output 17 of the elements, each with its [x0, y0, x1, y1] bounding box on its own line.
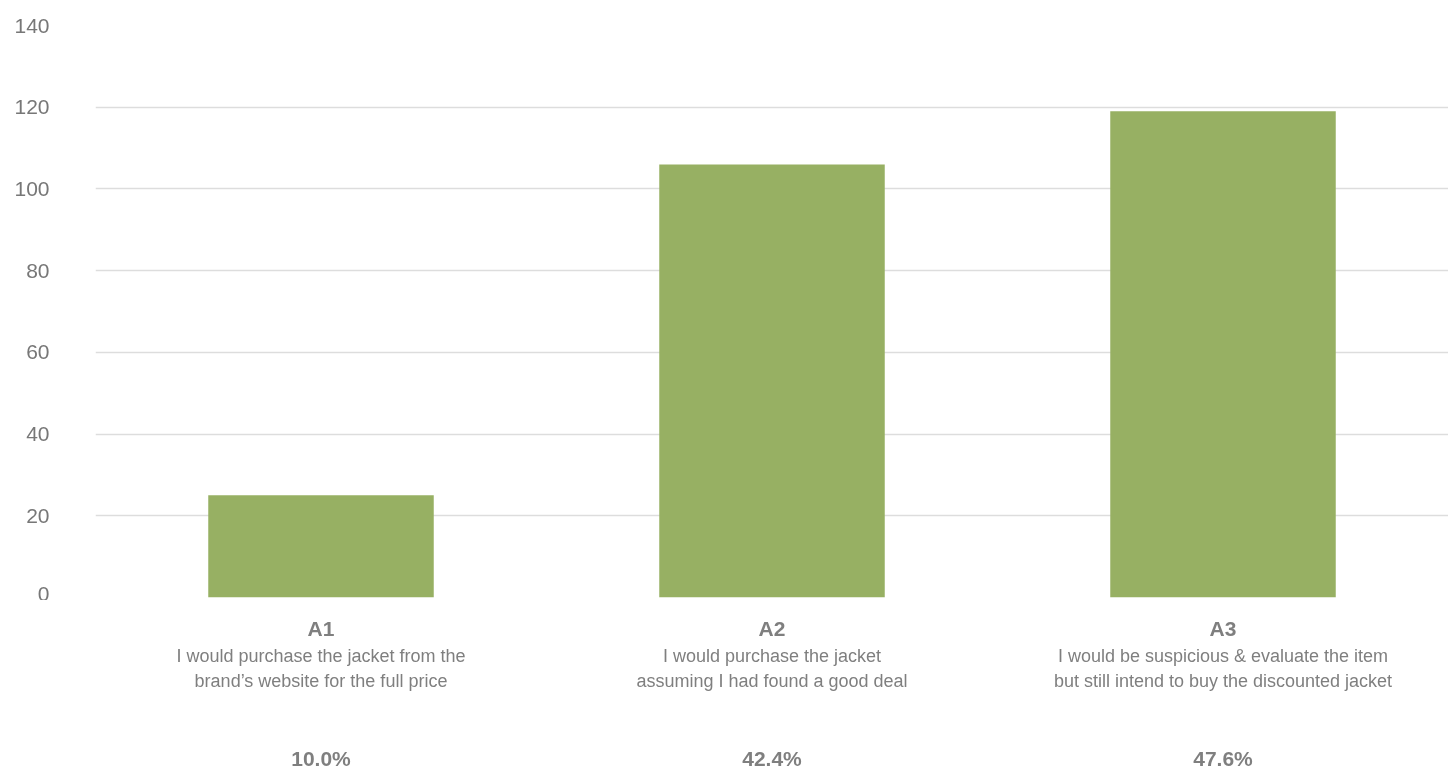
bar: [659, 164, 885, 598]
bar: [1110, 111, 1336, 598]
y-tick-label: 40: [26, 422, 50, 446]
y-tick-label: 60: [26, 340, 50, 364]
x-tick-label: A1 I would purchase the jacket from the brand’s website for the full price: [176, 617, 466, 691]
x-tick-label: A3 I would be suspicious & evaluate the item but still intend to buy the discounted jacket: [1053, 617, 1393, 691]
x-tick-label: A2 I would purchase the jacket assuming I had found a good deal: [636, 617, 908, 691]
text: 10.0%: [291, 747, 352, 770]
y-tick-label: 80: [26, 258, 50, 282]
y-tick-label: 120: [14, 95, 50, 119]
y-tick-label: 100: [14, 176, 50, 200]
y-tick-label: 140: [14, 13, 50, 37]
bar: [208, 495, 434, 598]
text: 42.4%: [742, 747, 803, 770]
text: 47.6%: [1193, 747, 1254, 770]
y-tick-label: 20: [26, 503, 50, 527]
y-tick-label: 0: [37, 581, 50, 605]
